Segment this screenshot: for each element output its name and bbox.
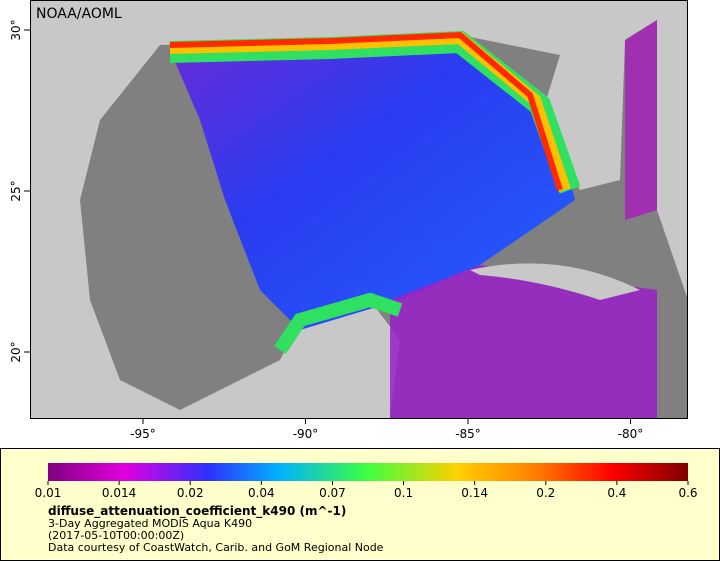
legend-line: (2017-05-10T00:00:00Z) [48, 529, 184, 542]
coastal-band [274, 292, 403, 354]
credit: NOAA/AOML [36, 6, 122, 22]
legend-title: diffuse_attenuation_coefficient_k490 (m^… [48, 504, 346, 519]
colorbar [48, 463, 688, 481]
axis-ticks: -95° -90° -85° -80° 20° 25° 30° [9, 19, 643, 441]
colorbar-ticks: 0.01 0.014 0.02 0.04 0.07 0.1 0.14 0.2 0.4 0.6 [35, 481, 698, 500]
cuba [470, 263, 640, 300]
map-frame [30, 0, 688, 419]
coastal-band [169, 31, 563, 191]
legend-line: Data courtesy of CoastWatch, Carib. and … [48, 541, 384, 554]
lon-tick-label: -95° [130, 427, 156, 441]
caribbean [390, 265, 657, 418]
colorbar-tick-label: 0.6 [678, 486, 697, 500]
legend-line: 3-Day Aggregated MODIS Aqua K490 [48, 517, 252, 530]
colorbar-tick-label: 0.02 [177, 486, 204, 500]
colorbar-tick-label: 0.07 [319, 486, 346, 500]
lat-tick-label: 25° [9, 180, 23, 201]
lat-tick-label: 30° [9, 19, 23, 40]
colorbar-tick-label: 0.014 [102, 486, 136, 500]
colorbar-tick-label: 0.14 [461, 486, 488, 500]
map: NOAA/AOML [30, 0, 688, 418]
lat-tick-label: 20° [9, 341, 23, 362]
lon-tick-label: -80° [618, 427, 644, 441]
lon-tick-label: -85° [455, 427, 481, 441]
colorbar-tick-label: 0.4 [607, 486, 626, 500]
lon-tick-label: -90° [293, 427, 319, 441]
water [170, 40, 575, 330]
colorbar-tick-label: 0.1 [394, 486, 413, 500]
atlantic [625, 20, 657, 220]
colorbar-tick-label: 0.2 [536, 486, 555, 500]
colorbar-tick-label: 0.01 [35, 486, 62, 500]
colorbar-tick-label: 0.04 [248, 486, 275, 500]
